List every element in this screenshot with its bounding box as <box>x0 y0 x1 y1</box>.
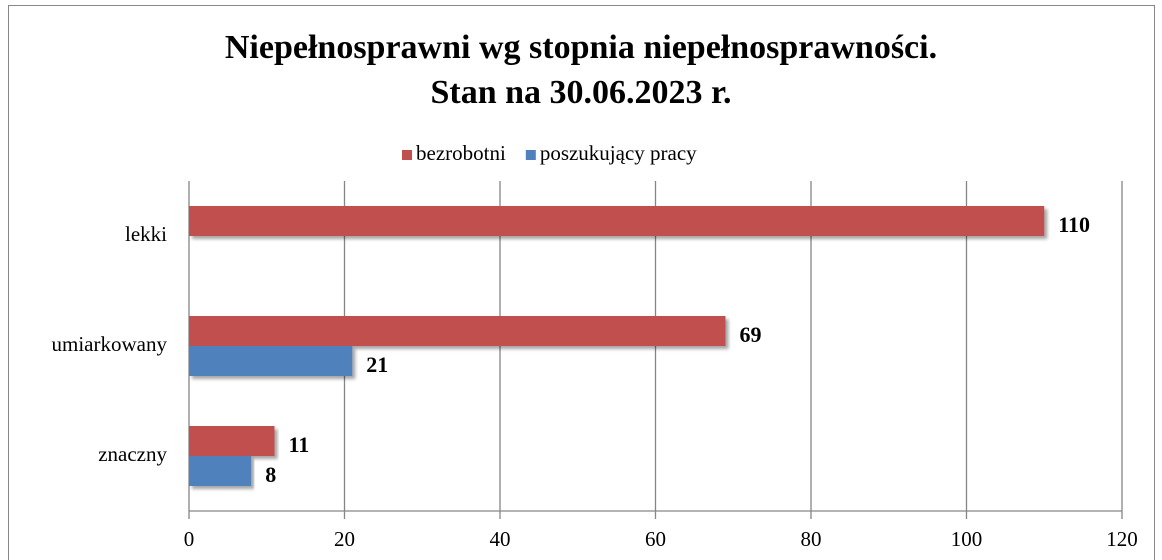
y-tick-label: znaczny <box>98 442 167 466</box>
value-label: 21 <box>366 352 388 377</box>
x-tick-label: 80 <box>801 527 822 551</box>
y-tick-label: lekki <box>125 222 167 246</box>
value-label: 8 <box>265 462 276 487</box>
x-tick-label: 20 <box>334 527 355 551</box>
x-tick-label: 0 <box>184 527 195 551</box>
x-tick-label: 120 <box>1106 527 1138 551</box>
legend-swatch <box>525 150 536 160</box>
bar <box>189 316 726 346</box>
x-tick-label: 60 <box>645 527 666 551</box>
value-label: 110 <box>1058 212 1090 237</box>
value-label: 11 <box>289 432 310 457</box>
x-tick-label: 100 <box>951 527 983 551</box>
legend-swatch <box>402 150 412 160</box>
bar <box>189 456 252 486</box>
chart-title: Stan na 30.06.2023 r. <box>430 74 731 111</box>
legend-label: poszukujący pracy <box>540 141 697 165</box>
bar <box>189 346 353 376</box>
value-label: 69 <box>739 322 761 347</box>
y-tick-label: umiarkowany <box>52 332 168 356</box>
bar <box>189 426 275 456</box>
chart-title: Niepełnosprawni wg stopnia niepełnospraw… <box>225 29 937 66</box>
legend-label: bezrobotni <box>416 141 506 165</box>
bar <box>189 206 1045 236</box>
x-tick-label: 40 <box>490 527 511 551</box>
